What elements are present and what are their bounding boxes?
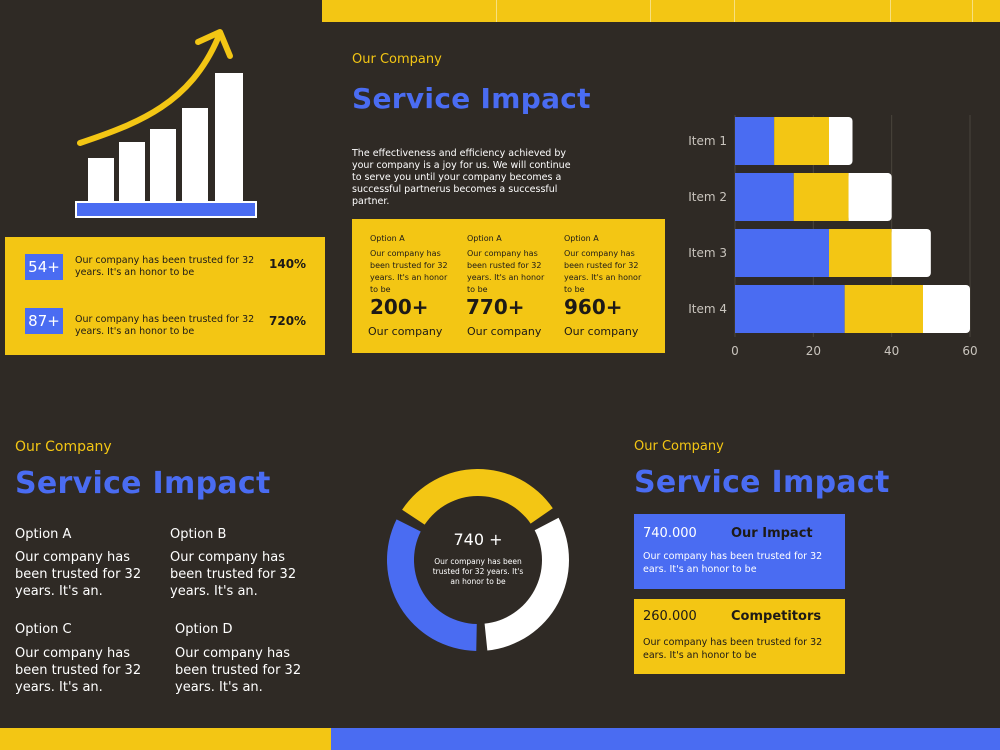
category-label: Item 4 [688,302,727,316]
option-text: Our company has been trusted for 32 year… [15,550,142,599]
stat-badge: 54+ [25,254,63,280]
option-title: Option C [15,622,72,637]
section-eyebrow: Our Company [352,52,442,67]
option-title: Option B [170,527,227,542]
stat-text: Our company has been trusted for 32 year… [75,314,255,337]
card-text: Our company has been trusted for 32 ears… [643,551,823,575]
options-box: Option A Our company has been trusted fo… [352,219,665,353]
bar-segment [735,173,794,221]
bar-segment-edge [848,173,855,221]
column-text: Our company has been trusted for 32 year… [370,249,448,294]
column-number: 770+ [466,295,525,319]
section-heading: Service Impact [15,466,271,501]
column-text: Our company has been rusted for 32 years… [467,249,545,294]
bar-segment [829,229,892,277]
stat-percent: 720% [269,314,307,328]
card-title: Our Impact [731,526,813,541]
top-accent-bar [322,0,1000,22]
section-eyebrow: Our Company [15,439,112,455]
bar-segment [793,173,849,221]
impact-card: 740.000 Our Impact Our company has been … [634,514,845,589]
stat-text: Our company has been trusted for 32 year… [75,255,255,278]
category-label: Item 3 [688,246,727,260]
stat-percent: 140% [269,257,307,271]
column-label: Option A [467,234,502,243]
bar-segment [735,285,845,333]
option-title: Option A [15,527,72,542]
x-tick-label: 0 [731,344,739,358]
option-text: Our company has been trusted for 32 year… [170,550,297,599]
stat-badge: 87+ [25,308,63,334]
card-title: Competitors [731,609,822,624]
column-label: Option A [564,234,599,243]
x-tick-label: 40 [884,344,899,358]
option-title: Option D [175,622,233,637]
section-eyebrow: Our Company [634,439,724,454]
bar-segment [844,285,923,333]
column-footer: Our company [368,325,443,338]
column-text: Our company has been rusted for 32 years… [564,249,642,294]
donut-segment [386,519,477,651]
top-bar-divider [972,0,973,22]
card-number: 740.000 [643,526,697,541]
option-text: Our company has been trusted for 32 year… [175,646,302,695]
section-heading: Service Impact [634,465,890,500]
competitors-card: 260.000 Competitors Our company has been… [634,599,845,674]
bottom-accent-bar-blue [331,728,1000,750]
stacked-bar-chart: 0 20 40 60 Item 1 Item 2 Item 3 Item 4 [688,115,978,358]
section-intro: The effectiveness and efficiency achieve… [352,148,571,207]
bar-segment [891,229,931,277]
donut-center-text: Our company has been trusted for 32 year… [432,557,524,586]
column-footer: Our company [467,325,542,338]
column-footer: Our company [564,325,639,338]
bar-segment [923,285,970,333]
x-tick-label: 60 [962,344,977,358]
column-label: Option A [370,234,405,243]
growth-chart-icon [75,29,257,218]
stats-box: 54+ Our company has been trusted for 32 … [5,237,325,355]
donut-chart [386,469,569,651]
x-tick-label: 20 [806,344,821,358]
card-number: 260.000 [643,609,697,624]
column-number: 960+ [564,295,623,319]
top-bar-divider [650,0,651,22]
category-label: Item 1 [688,134,727,148]
bar-segment-edge [923,285,929,333]
bar-segment [774,117,829,165]
card-text: Our company has been trusted for 32 ears… [643,637,823,661]
bar-segment [735,117,775,165]
column-number: 200+ [370,295,429,319]
top-bar-divider [734,0,735,22]
section-heading: Service Impact [352,82,591,115]
donut-segment [402,469,553,525]
bar-segment-edge [891,229,898,277]
bar-segment-edge [829,117,835,165]
donut-center-value: 740 + [453,530,503,549]
donut-segment [484,517,569,651]
top-bar-divider [890,0,891,22]
option-text: Our company has been trusted for 32 year… [15,646,142,695]
category-label: Item 2 [688,190,727,204]
top-bar-divider [496,0,497,22]
bottom-accent-bar-yellow [0,728,331,750]
bar-segment [735,229,829,277]
bar-segment [848,173,892,221]
